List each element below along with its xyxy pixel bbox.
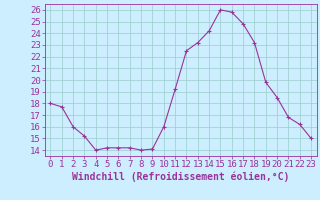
- X-axis label: Windchill (Refroidissement éolien,°C): Windchill (Refroidissement éolien,°C): [72, 172, 290, 182]
